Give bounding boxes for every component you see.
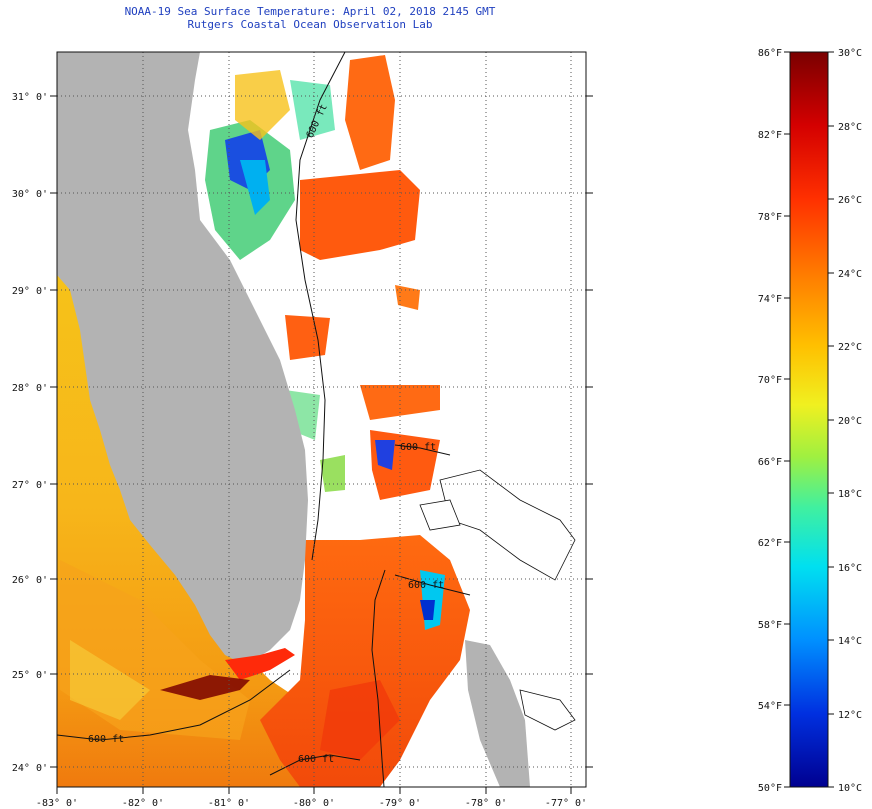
- contour-label: 600 ft: [400, 442, 436, 453]
- lon-label: -78° 0': [465, 798, 507, 809]
- map-title: NOAA-19 Sea Surface Temperature: April 0…: [124, 5, 496, 18]
- colorbar-f-label: 66°F: [758, 457, 782, 468]
- lat-label: 29° 0': [12, 286, 48, 297]
- lat-label: 26° 0': [12, 575, 48, 586]
- colorbar-c-label: 12°C: [838, 710, 862, 721]
- colorbar-f-label: 62°F: [758, 538, 782, 549]
- colorbar-c-label: 10°C: [838, 783, 862, 794]
- graticule: [57, 52, 586, 787]
- andros-land: [465, 640, 530, 787]
- lon-label: -80° 0': [293, 798, 335, 809]
- colorbar-f-label: 74°F: [758, 294, 782, 305]
- colorbar-f-label: 70°F: [758, 375, 782, 386]
- lon-label: -83° 0': [36, 798, 78, 809]
- colorbar-f-label: 82°F: [758, 130, 782, 141]
- straits-sst-region: [260, 535, 470, 787]
- contour-label: 600 ft: [408, 580, 444, 591]
- florida-land: [57, 52, 308, 665]
- lat-label: 31° 0': [12, 92, 48, 103]
- map-subtitle: Rutgers Coastal Ocean Observation Lab: [187, 18, 433, 31]
- colorbar-c-label: 30°C: [838, 48, 862, 59]
- colorbar-c-label: 28°C: [838, 122, 862, 133]
- lon-label: -81° 0': [208, 798, 250, 809]
- map-frame: [56, 51, 587, 788]
- lat-label: 27° 0': [12, 480, 48, 491]
- lon-label: -77° 0': [545, 798, 587, 809]
- colorbar-c-label: 22°C: [838, 342, 862, 353]
- map-plot-area: 600 ft 600 ft 600 ft 600 ft 600 ft: [57, 52, 586, 787]
- colorbar-f-label: 78°F: [758, 212, 782, 223]
- colorbar-gradient: [789, 51, 829, 788]
- colorbar-f-label: 50°F: [758, 783, 782, 794]
- bahamas-land: [439, 469, 576, 581]
- lat-label: 28° 0': [12, 383, 48, 394]
- colorbar-c-label: 26°C: [838, 195, 862, 206]
- colorbar-c-label: 14°C: [838, 636, 862, 647]
- contour-label: 600 ft: [298, 754, 334, 765]
- lat-label: 25° 0': [12, 670, 48, 681]
- contour-label: 600 ft: [88, 734, 124, 745]
- colorbar-c-label: 18°C: [838, 489, 862, 500]
- lat-label: 30° 0': [12, 189, 48, 200]
- lon-label: -82° 0': [122, 798, 164, 809]
- colorbar-f-label: 86°F: [758, 48, 782, 59]
- colorbar-f-label: 54°F: [758, 701, 782, 712]
- colorbar-c-label: 20°C: [838, 416, 862, 427]
- colorbar-c-label: 24°C: [838, 269, 862, 280]
- colorbar-c-label: 16°C: [838, 563, 862, 574]
- isobath-600ft: [295, 52, 346, 561]
- lon-label: -79° 0': [379, 798, 421, 809]
- lat-label: 24° 0': [12, 763, 48, 774]
- colorbar-f-label: 58°F: [758, 620, 782, 631]
